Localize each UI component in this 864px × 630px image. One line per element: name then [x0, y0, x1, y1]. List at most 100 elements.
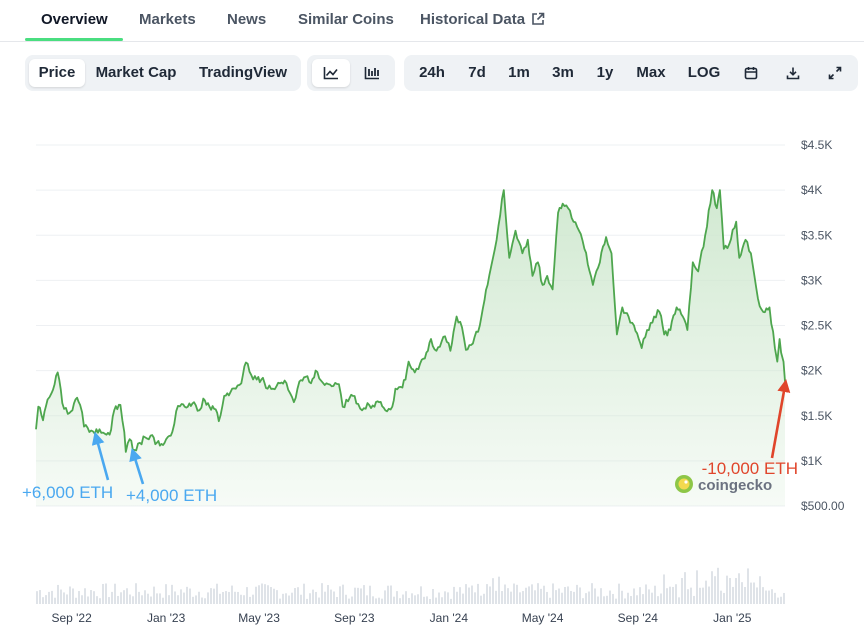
- tab-news[interactable]: News: [227, 11, 267, 28]
- y-tick-label: $3.5K: [801, 228, 832, 242]
- volume-bar: [636, 595, 638, 604]
- volume-bar: [408, 597, 410, 604]
- fullscreen-button[interactable]: [820, 59, 850, 87]
- y-tick-label: $500.00: [801, 499, 845, 513]
- volume-bar: [633, 588, 635, 604]
- log-scale-button[interactable]: LOG: [687, 64, 721, 81]
- volume-bar: [708, 586, 710, 604]
- download-button[interactable]: [778, 59, 808, 87]
- volume-bar: [153, 586, 155, 604]
- volume-bar: [366, 595, 368, 604]
- x-tick-label: May '23: [238, 611, 280, 625]
- volume-bar: [333, 591, 335, 604]
- volume-bar: [510, 591, 512, 604]
- price-chart[interactable]: $500.00$1K$1.5K$2K$2.5K$3K$3.5K$4K$4.5K …: [0, 100, 864, 630]
- volume-bar: [36, 591, 38, 604]
- volume-bar: [501, 591, 503, 604]
- tab-historical-data[interactable]: Historical Data: [420, 11, 545, 28]
- volume-bar: [543, 585, 545, 604]
- volume-bar: [675, 584, 677, 604]
- volume-bar: [651, 592, 653, 604]
- volume-bar: [66, 594, 68, 604]
- volume-bar: [465, 584, 467, 604]
- x-tick-label: Jan '23: [147, 611, 186, 625]
- volume-bar: [696, 570, 698, 604]
- line-chart-icon: [323, 67, 338, 80]
- volume-bar: [216, 583, 218, 604]
- volume-bar: [624, 598, 626, 604]
- market-cap-button[interactable]: Market Cap: [95, 64, 177, 81]
- volume-bar: [189, 588, 191, 604]
- volume-bar: [48, 591, 50, 604]
- volume-bar: [231, 585, 233, 604]
- volume-bar: [456, 591, 458, 604]
- volume-bar: [198, 591, 200, 604]
- tab-overview[interactable]: Overview: [41, 11, 108, 28]
- calendar-button[interactable]: [736, 59, 766, 87]
- volume-bar: [684, 572, 686, 604]
- volume-bar: [63, 592, 65, 604]
- volume-bar: [378, 597, 380, 604]
- volume-bar: [57, 584, 59, 604]
- y-tick-label: $2.5K: [801, 319, 832, 333]
- series-type-switch: Price Market Cap TradingView: [25, 55, 301, 91]
- price-line: [35, 189, 786, 453]
- volume-bar: [69, 586, 71, 604]
- volume-bar: [318, 597, 320, 604]
- range-3m-button[interactable]: 3m: [552, 64, 574, 81]
- tradingview-button[interactable]: TradingView: [198, 64, 288, 81]
- volume-bar: [354, 587, 356, 604]
- volume-bar: [504, 584, 506, 604]
- annotation-plus-4000-eth: +4,000 ETH: [126, 486, 217, 505]
- volume-bar: [594, 588, 596, 604]
- volume-bar: [747, 568, 749, 604]
- volume-bar: [480, 595, 482, 604]
- range-24h-button[interactable]: 24h: [419, 64, 445, 81]
- candlestick-button[interactable]: [353, 59, 391, 87]
- volume-bar: [303, 583, 305, 604]
- volume-bar: [531, 584, 533, 604]
- volume-bar: [645, 584, 647, 604]
- x-tick-label: Sep '23: [334, 611, 375, 625]
- y-tick-label: $1K: [801, 454, 822, 468]
- volume-bar: [573, 591, 575, 604]
- volume-bar: [321, 583, 323, 604]
- volume-bar: [204, 598, 206, 604]
- tab-markets[interactable]: Markets: [139, 11, 196, 28]
- volume-bar: [756, 587, 758, 604]
- range-max-button[interactable]: Max: [636, 64, 666, 81]
- range-toolbar: 24h 7d 1m 3m 1y Max LOG: [404, 55, 858, 91]
- volume-bar: [777, 597, 779, 604]
- volume-bar: [474, 592, 476, 604]
- volume-bar: [213, 588, 215, 604]
- range-7d-button[interactable]: 7d: [468, 64, 486, 81]
- volume-bar: [297, 587, 299, 604]
- range-1m-button[interactable]: 1m: [508, 64, 530, 81]
- volume-bar: [750, 582, 752, 604]
- volume-bar: [495, 590, 497, 604]
- volume-bar: [234, 591, 236, 604]
- annotation-minus-10000-eth-arrow: [770, 379, 791, 459]
- volume-bar: [654, 585, 656, 604]
- tab-historical-data-label: Historical Data: [420, 11, 526, 28]
- y-tick-label: $4.5K: [801, 138, 832, 152]
- volume-bar: [567, 586, 569, 604]
- volume-bar: [447, 592, 449, 604]
- range-1y-button[interactable]: 1y: [596, 64, 614, 81]
- volume-bar: [375, 598, 377, 604]
- volume-bar: [555, 590, 557, 604]
- annotation-plus-6000-eth-arrow: [91, 431, 110, 481]
- volume-bar: [744, 586, 746, 604]
- volume-bar: [558, 588, 560, 604]
- volume-bar: [519, 592, 521, 604]
- volume-bar: [393, 596, 395, 604]
- line-chart-button[interactable]: [312, 59, 350, 87]
- tab-similar-coins[interactable]: Similar Coins: [298, 11, 394, 28]
- volume-bar: [159, 593, 161, 604]
- price-button[interactable]: Price: [29, 59, 85, 87]
- fullscreen-icon: [828, 66, 842, 80]
- volume-bar: [753, 582, 755, 604]
- volume-bar: [348, 598, 350, 604]
- volume-bar: [360, 588, 362, 604]
- y-tick-label: $2K: [801, 364, 822, 378]
